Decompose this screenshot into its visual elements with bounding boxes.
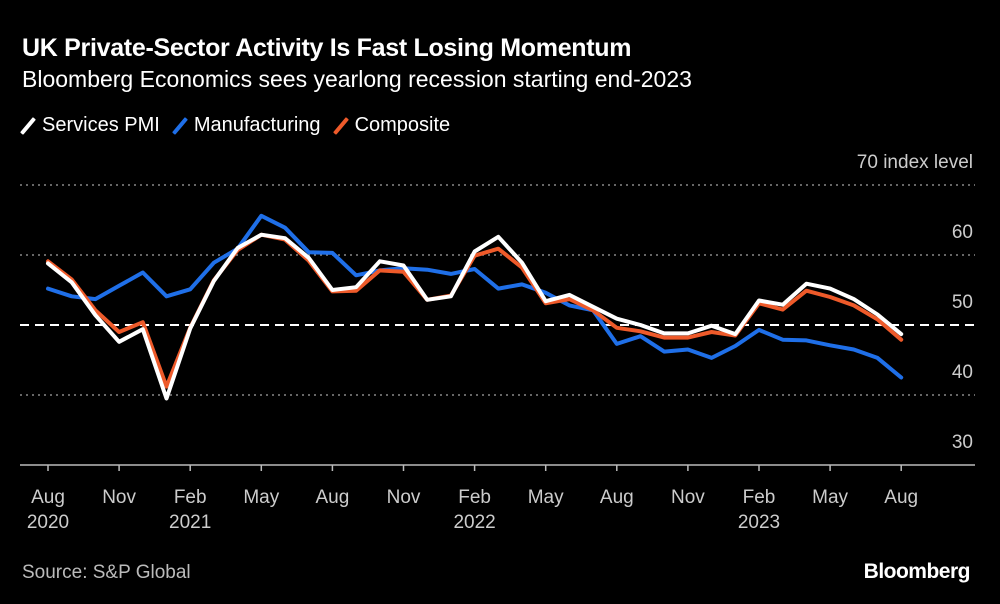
- x-tick-month: Feb: [458, 487, 491, 508]
- x-tick-month: Nov: [387, 487, 421, 508]
- x-tick-month: May: [243, 487, 279, 508]
- series-line-manufacturing: [46, 213, 904, 380]
- legend: Services PMI Manufacturing Composite: [20, 114, 451, 137]
- x-tick-year: 2020: [27, 512, 69, 533]
- legend-label: Composite: [354, 114, 451, 136]
- y-tick-label: 60: [952, 222, 973, 243]
- legend-item-manufacturing: Manufacturing: [171, 114, 321, 137]
- x-tick-month: Aug: [315, 487, 349, 508]
- x-tick-month: Feb: [174, 487, 207, 508]
- chart-subtitle: Bloomberg Economics sees yearlong recess…: [22, 66, 692, 92]
- legend-item-composite: Composite: [332, 114, 451, 137]
- x-tick-year: 2022: [453, 512, 495, 533]
- x-tick-year: 2021: [169, 512, 211, 533]
- x-tick-month: May: [528, 487, 564, 508]
- series-line-services-pmi: [46, 232, 904, 401]
- chart-title: UK Private-Sector Activity Is Fast Losin…: [22, 34, 632, 62]
- series-line-composite: [46, 232, 904, 389]
- x-tick-month: Aug: [884, 487, 918, 508]
- legend-label: Manufacturing: [193, 114, 321, 136]
- legend-label: Services PMI: [42, 114, 160, 136]
- x-tick-month: Aug: [600, 487, 634, 508]
- legend-item-services: Services PMI: [20, 114, 160, 137]
- bloomberg-logo: Bloomberg: [863, 560, 971, 583]
- x-tick-month: May: [812, 487, 848, 508]
- y-tick-label: 70 index level: [857, 152, 973, 173]
- x-tick-month: Feb: [743, 487, 776, 508]
- x-tick-month: Aug: [31, 487, 65, 508]
- x-tick-month: Nov: [102, 487, 136, 508]
- x-tick-year: 2023: [738, 512, 780, 533]
- y-tick-label: 50: [952, 292, 973, 313]
- y-tick-label: 30: [952, 432, 973, 453]
- y-tick-label: 40: [952, 362, 973, 383]
- x-tick-month: Nov: [671, 487, 705, 508]
- source-note: Source: S&P Global: [22, 562, 191, 583]
